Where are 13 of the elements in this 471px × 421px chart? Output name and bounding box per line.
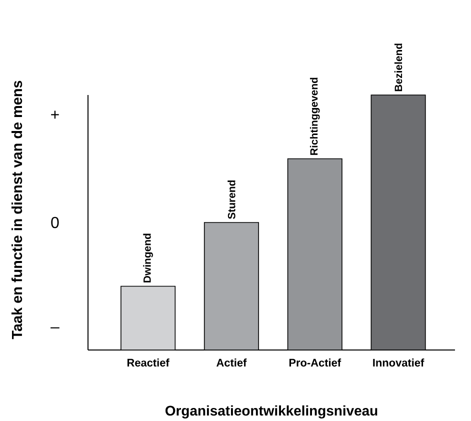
x-tick-label: Reactief <box>127 358 170 367</box>
annotation: Dwingend <box>143 234 153 282</box>
y-axis-title: Taak en functie in dienst van de mens <box>11 80 22 340</box>
text: – <box>50 327 60 328</box>
x-tick-label: Actief <box>216 358 247 367</box>
x-tick-label: Pro-Actief <box>289 358 342 367</box>
x-tick-label: Innovatief <box>373 358 424 367</box>
annotation: Sturend <box>228 180 236 220</box>
annotation: Richtinggevend <box>310 78 320 155</box>
x-axis-title: Organisatieontwikkelingsniveau <box>166 405 378 418</box>
annotation: Bezielend <box>394 44 402 92</box>
text: 0 <box>51 216 59 228</box>
text: + <box>51 110 59 119</box>
